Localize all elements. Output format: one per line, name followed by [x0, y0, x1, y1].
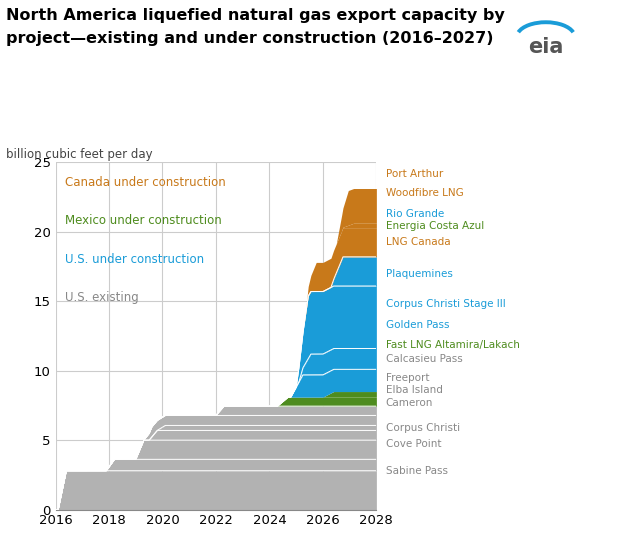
Text: Golden Pass: Golden Pass: [386, 320, 449, 330]
Text: Calcasieu Pass: Calcasieu Pass: [386, 354, 462, 364]
Text: Energia Costa Azul: Energia Costa Azul: [386, 221, 484, 231]
Text: Mexico under construction: Mexico under construction: [65, 214, 222, 227]
Text: project—existing and under construction (2016–2027): project—existing and under construction …: [6, 31, 494, 46]
Text: Canada under construction: Canada under construction: [65, 176, 226, 189]
Text: LNG Canada: LNG Canada: [386, 236, 450, 246]
Text: Fast LNG Altamira/Lakach: Fast LNG Altamira/Lakach: [386, 340, 520, 350]
Text: Sabine Pass: Sabine Pass: [386, 466, 447, 475]
Text: billion cubic feet per day: billion cubic feet per day: [6, 148, 153, 161]
Text: Corpus Christi: Corpus Christi: [386, 423, 460, 433]
Text: Rio Grande: Rio Grande: [386, 209, 444, 219]
Text: eia: eia: [528, 37, 563, 57]
Text: Corpus Christi Stage III: Corpus Christi Stage III: [386, 299, 505, 309]
Text: Plaquemines: Plaquemines: [386, 268, 452, 278]
Text: North America liquefied natural gas export capacity by: North America liquefied natural gas expo…: [6, 8, 505, 24]
Text: Woodfibre LNG: Woodfibre LNG: [386, 188, 463, 198]
Text: U.S. under construction: U.S. under construction: [65, 253, 204, 265]
Text: Freeport: Freeport: [386, 372, 429, 382]
Text: Cove Point: Cove Point: [386, 440, 441, 449]
Text: Elba Island: Elba Island: [386, 385, 442, 395]
Text: Cameron: Cameron: [386, 398, 433, 408]
Text: Port Arthur: Port Arthur: [386, 169, 443, 179]
Text: U.S. existing: U.S. existing: [65, 291, 139, 304]
